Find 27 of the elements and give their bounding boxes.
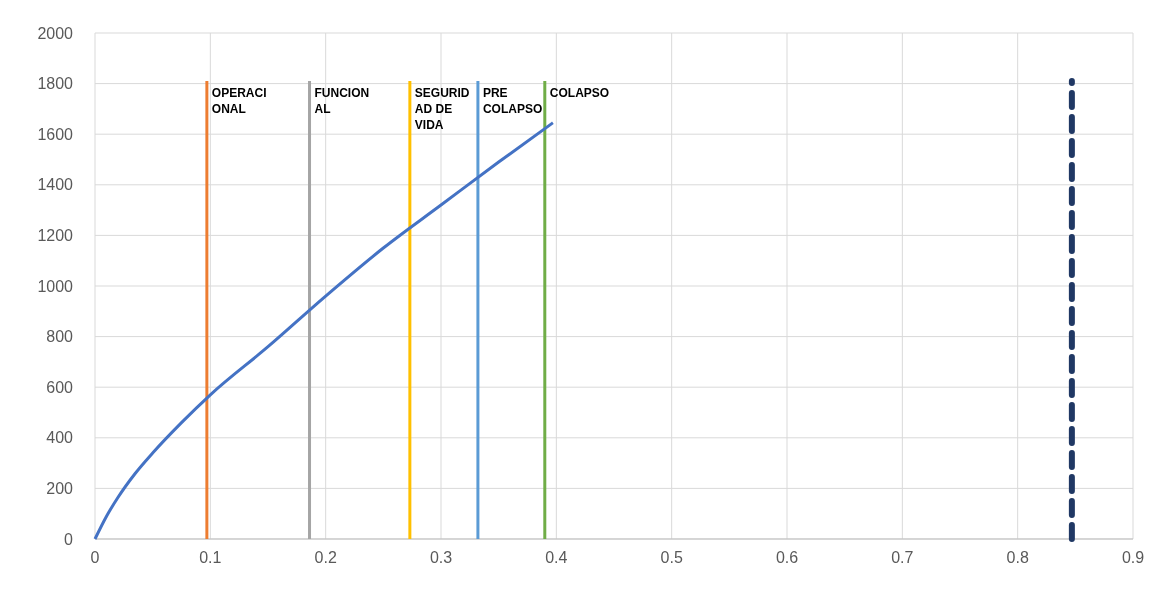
series-label: SEGURIDAD DE VIDA [414,86,470,133]
y-tick-label: 200 [46,480,74,497]
y-tick-label: 1400 [37,176,74,194]
x-tick-label: 0.5 [660,549,683,566]
x-tick-label: 0.8 [1006,549,1029,566]
x-tick-label: 0.4 [545,549,568,566]
x-tick-label: 0.7 [891,549,914,566]
y-tick-label: 1600 [37,125,74,143]
x-tick-label: 0.2 [314,549,337,566]
line-series [93,121,555,541]
y-tick-label: 1800 [37,75,74,93]
series-label: OPERACIONAL [211,86,267,117]
series-label: PRE COLAPSO [482,86,543,117]
series-label: COLAPSO [549,86,610,101]
y-tick-label: 800 [46,328,74,346]
y-tick-label: 1000 [37,277,74,295]
x-tick-label: 0.3 [429,549,453,566]
y-tick-label: 0 [64,530,74,548]
x-tick-label: 0.1 [199,549,222,566]
y-tick-label: 400 [46,429,74,447]
y-tick-label: 2000 [37,24,74,42]
x-tick-label: 0.9 [1121,549,1145,566]
x-tick-label: 0.6 [775,549,799,566]
x-tick-label: 0 [90,549,100,566]
y-tick-label: 1200 [37,227,74,244]
series-label: FUNCIONAL [314,86,370,117]
y-tick-label: 600 [46,378,74,396]
